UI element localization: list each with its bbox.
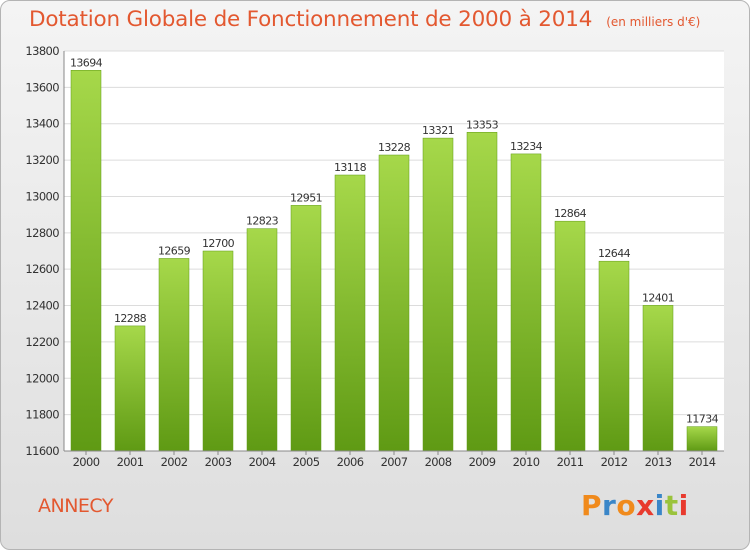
x-tick-label: 2012 (601, 455, 628, 469)
bar (378, 154, 410, 452)
x-tick-label: 2000 (73, 455, 100, 469)
data-label: 12401 (642, 291, 674, 304)
data-label: 12951 (290, 191, 322, 204)
bar (686, 426, 718, 452)
data-label: 12700 (202, 237, 235, 250)
data-label: 12823 (246, 215, 279, 228)
bar (554, 220, 586, 452)
data-label: 11734 (686, 413, 719, 426)
bar (202, 250, 234, 452)
bar (466, 132, 498, 452)
x-tick-label: 2001 (117, 455, 144, 469)
chart-title-main: Dotation Globale de Fonctionnement de 20… (29, 7, 593, 32)
data-label: 12644 (598, 247, 631, 260)
logo-letter: i (654, 489, 665, 522)
bar (642, 305, 674, 452)
city-name: ANNECY (38, 495, 113, 517)
y-tick-label: 11800 (25, 408, 59, 422)
x-tick-label: 2002 (161, 455, 188, 469)
bar (290, 205, 322, 452)
bar (114, 325, 146, 452)
data-label: 12288 (114, 312, 147, 325)
bar (510, 153, 542, 452)
y-tick-label: 12800 (25, 226, 59, 240)
logo-letter: t (664, 489, 679, 522)
x-tick-label: 2010 (513, 455, 540, 469)
chart-title: Dotation Globale de Fonctionnement de 20… (29, 7, 700, 32)
x-tick-label: 2008 (425, 455, 452, 469)
y-tick-label: 12200 (25, 335, 59, 349)
data-label: 13694 (70, 56, 103, 69)
bar (598, 260, 630, 452)
x-tick-label: 2013 (645, 455, 672, 469)
bar (334, 174, 366, 452)
proxiti-logo: Proxiti (581, 489, 689, 522)
x-tick-label: 2014 (689, 455, 716, 469)
data-label: 12864 (554, 207, 587, 220)
y-tick-label: 13200 (25, 153, 59, 167)
bar (158, 258, 190, 452)
x-tick-label: 2006 (337, 455, 364, 469)
data-label: 12659 (158, 244, 191, 257)
y-tick-label: 13800 (25, 44, 59, 58)
y-tick-label: 13000 (25, 189, 59, 203)
logo-letter: r (602, 489, 617, 522)
bar (422, 137, 454, 452)
logo-letter: x (636, 489, 655, 522)
x-tick-label: 2003 (205, 455, 232, 469)
logo-letter: i (678, 489, 689, 522)
y-tick-label: 13600 (25, 80, 59, 94)
y-tick-label: 12000 (25, 371, 59, 385)
y-tick-label: 12400 (25, 299, 59, 313)
data-label: 13118 (334, 161, 367, 174)
y-tick-label: 13400 (25, 117, 59, 131)
data-label: 13228 (378, 141, 411, 154)
data-label: 13353 (466, 118, 499, 131)
x-tick-label: 2009 (469, 455, 496, 469)
y-tick-label: 12600 (25, 262, 59, 276)
x-tick-label: 2011 (557, 455, 584, 469)
data-label: 13321 (422, 124, 454, 137)
y-tick-label: 11600 (25, 444, 59, 458)
bar (70, 70, 102, 452)
x-tick-label: 2007 (381, 455, 408, 469)
logo-letter: o (616, 489, 637, 522)
x-tick-label: 2004 (249, 455, 276, 469)
x-tick-label: 2005 (293, 455, 320, 469)
chart-subtitle: (en milliers d'€) (606, 15, 701, 29)
bar (246, 228, 278, 452)
logo-letter: P (581, 489, 603, 522)
data-label: 13234 (510, 140, 543, 153)
